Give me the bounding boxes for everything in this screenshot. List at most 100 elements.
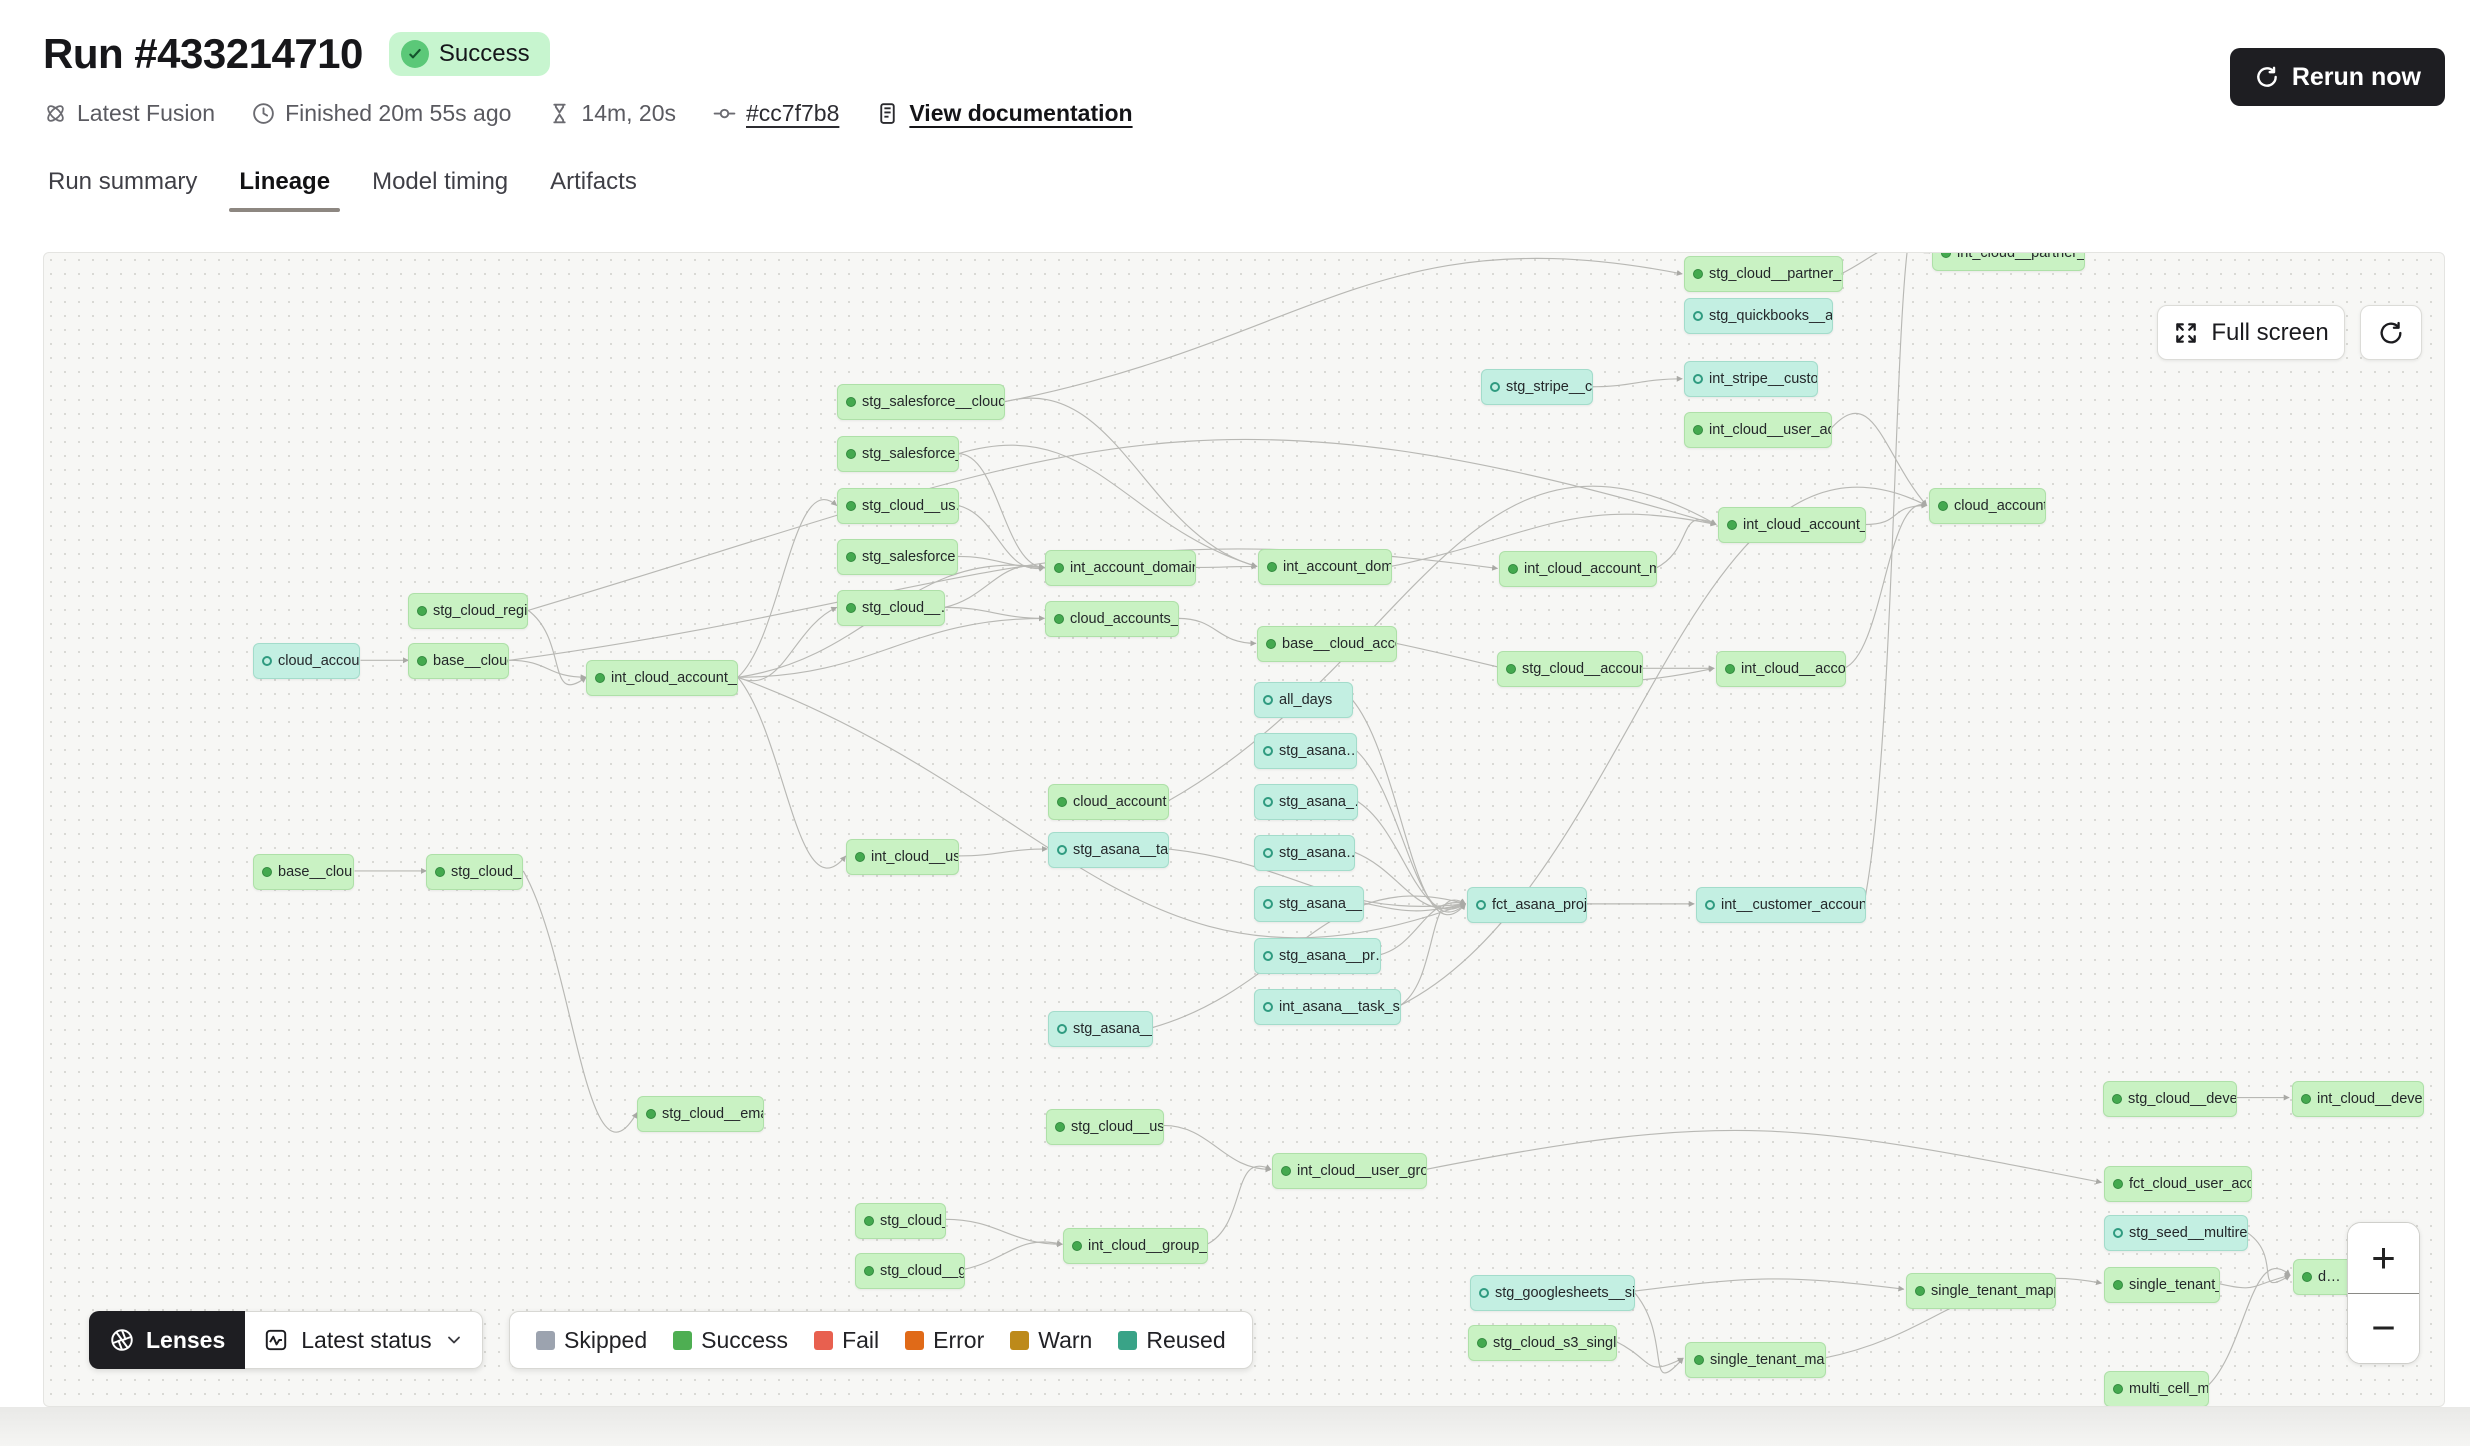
node-reused-ring-icon [1693,374,1703,384]
lineage-node[interactable]: fct_asana_proj… [1467,887,1587,923]
legend-swatch [536,1330,555,1350]
tab-artifacts[interactable]: Artifacts [550,168,637,195]
zoom-in-button[interactable]: + [2348,1223,2419,1294]
lineage-node[interactable]: stg_asana__tas… [1048,832,1169,868]
lineage-node[interactable]: stg_quickbooks__a… [1684,298,1833,334]
lineage-node[interactable]: stg_salesforce… [837,539,958,575]
lineage-node[interactable]: single_tenant_… [2104,1267,2220,1303]
lineage-node[interactable]: int_cloud__us… [846,839,959,875]
lineage-node[interactable]: int_cloud_account_ma… [1499,551,1657,587]
lineage-node[interactable]: int_account_domain… [1045,550,1196,586]
meta-doc[interactable]: View documentation [875,100,1133,127]
lineage-node[interactable]: stg_cloud__email… [637,1096,764,1132]
lineage-node[interactable]: stg_googlesheets__sin… [1470,1275,1635,1311]
meta-commit[interactable]: #cc7f7b8 [712,100,839,127]
run-header: Run #433214710 Success Rerun now Latest … [43,30,2445,127]
lineage-node[interactable]: int_cloud_account_ma… [1718,507,1866,543]
lineage-node[interactable]: int_cloud__accoun… [1716,651,1846,687]
node-success-dot-icon [1506,664,1516,674]
tab-model-timing[interactable]: Model timing [372,168,509,195]
lineage-node[interactable]: stg_seed__multireg… [2104,1215,2248,1251]
lineage-node[interactable]: base__clou… [253,854,354,890]
lineage-canvas[interactable]: stg_cloud_region… cloud_account… base__clo… [43,252,2445,1407]
lineage-edge [958,453,1045,571]
lineage-node[interactable]: int_cloud__devel… [2292,1081,2424,1117]
lineage-node[interactable]: all_days [1254,682,1353,718]
tab-run-summary[interactable]: Run summary [48,168,198,195]
lineage-node[interactable]: stg_cloud__group… [855,1253,965,1289]
lineage-node[interactable]: stg_cloud_… [426,854,523,890]
lineage-node[interactable]: int_stripe__custo… [1684,361,1818,397]
node-success-dot-icon [1072,1241,1082,1251]
refresh-graph-button[interactable] [2360,305,2422,360]
lineage-node[interactable]: fct_cloud_user_acc… [2104,1166,2252,1202]
zoom-out-button[interactable]: − [2348,1293,2419,1363]
node-success-dot-icon [846,397,856,407]
lineage-node[interactable]: int_cloud__user_group… [1272,1153,1427,1189]
node-reused-ring-icon [1057,1024,1067,1034]
lineage-node[interactable]: cloud_accounts_… [1045,601,1179,637]
lineage-node[interactable]: stg_cloud_region… [408,593,528,629]
full-screen-button[interactable]: Full screen [2157,305,2345,360]
lineage-node[interactable]: stg_cloud__partner_c… [1684,256,1843,292]
lineage-node[interactable]: stg_asana__… [1254,886,1364,922]
node-success-dot-icon [2113,1384,2123,1394]
lineage-node[interactable]: stg_cloud_s3_singl… [1468,1325,1617,1361]
lineage-node[interactable]: int_cloud__group_per… [1063,1228,1208,1264]
tab-lineage[interactable]: Lineage [229,168,340,212]
lineage-node[interactable]: multi_cell_m… [2104,1371,2209,1406]
lineage-edge [2244,1230,2291,1284]
lineage-node[interactable]: cloud_account… [253,643,360,679]
lineage-node[interactable]: int_cloud_account__m… [586,660,738,696]
node-success-dot-icon [1477,1338,1487,1348]
lineage-node[interactable]: stg_stripe__c… [1481,369,1593,405]
node-success-dot-icon [1693,269,1703,279]
lineage-node[interactable]: stg_salesforce_… [837,436,959,472]
page-title: Run #433214710 [43,30,363,77]
lineage-node[interactable]: int_cloud__user_ac… [1684,412,1832,448]
run-meta: Latest Fusion Finished 20m 55s ago 14m, 20… [43,100,2445,127]
lineage-node[interactable]: stg_asana… [1254,733,1357,769]
lineage-node[interactable]: single_tenant_map… [1685,1342,1826,1378]
lineage-node[interactable]: stg_asana_… [1254,784,1358,820]
lineage-node[interactable]: int__customer_account… [1696,887,1866,923]
lineage-node[interactable]: base__cloud_… [408,643,509,679]
node-label: single_tenant_map… [1710,1352,1825,1368]
lineage-node[interactable]: int_account_dom… [1258,549,1392,585]
node-success-dot-icon [1727,520,1737,530]
refresh-icon [2377,319,2405,347]
node-success-dot-icon [846,603,856,613]
lineage-node[interactable]: stg_cloud__us… [1046,1109,1164,1145]
lineage-edge [1632,1290,1684,1374]
lineage-node[interactable]: int_asana__task_s… [1254,989,1401,1025]
node-label: int_cloud__user_ac… [1709,422,1831,438]
node-success-dot-icon [1941,253,1951,258]
lineage-node[interactable]: int_cloud__partner_con… [1932,253,2085,271]
lineage-node[interactable]: stg_cloud__accounts… [1497,651,1643,687]
lineage-node[interactable]: stg_cloud__us… [837,488,959,524]
lineage-node[interactable]: stg_salesforce__cloud_… [837,384,1005,420]
lineage-edge [944,563,1045,608]
lineage-node[interactable]: cloud_account… [1929,488,2046,524]
legend-swatch [673,1330,693,1350]
node-label: stg_asana__pr… [1279,948,1381,964]
lenses-button[interactable]: Lenses [89,1311,246,1369]
lineage-node[interactable]: base__cloud_acco… [1257,626,1397,662]
lens-status-dropdown[interactable]: Latest status [245,1311,483,1369]
lineage-node[interactable]: stg_asana… [1254,835,1355,871]
node-success-dot-icon [2302,1272,2312,1282]
lineage-node[interactable]: stg_asana__… [1048,1011,1153,1047]
lineage-node[interactable]: stg_cloud__devel… [2103,1081,2237,1117]
lineage-node[interactable]: stg_cloud__… [837,590,945,626]
rerun-now-button[interactable]: Rerun now [2229,48,2445,106]
lineage-edge [957,555,1045,571]
lineage-edge [2217,1273,2291,1289]
node-reused-ring-icon [1705,900,1715,910]
lineage-node[interactable]: cloud_account… [1048,784,1169,820]
lineage-node[interactable]: stg_cloud_… [855,1203,946,1239]
node-reused-ring-icon [1263,797,1273,807]
lineage-node[interactable]: single_tenant_mapp… [1906,1273,2056,1309]
lineage-node[interactable]: stg_asana__pr… [1254,938,1381,974]
node-success-dot-icon [2301,1094,2311,1104]
node-label: stg_asana… [1279,743,1357,759]
